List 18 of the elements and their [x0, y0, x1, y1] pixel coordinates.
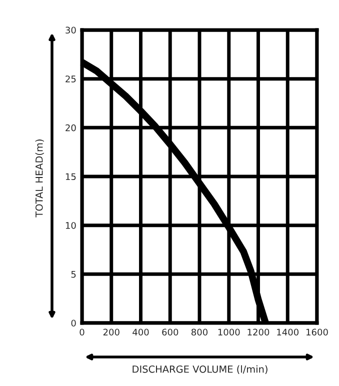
y-axis-title: TOTAL HEAD(m)	[35, 140, 44, 218]
x-axis-title: DISCHARGE VOLUME (l/min)	[132, 365, 268, 374]
y-tick-label: 5	[71, 271, 76, 278]
x-tick-label: 400	[132, 328, 149, 336]
x-tick-label: 800	[191, 328, 208, 336]
x-tick-label: 1400	[277, 328, 299, 336]
x-tick-label: 1600	[306, 328, 328, 336]
x-tick-label: 200	[103, 328, 120, 336]
x-tick-label: 0	[80, 328, 84, 336]
x-tick-label: 1200	[248, 328, 270, 336]
y-tick-label: 10	[66, 222, 76, 229]
y-tick-label: 15	[66, 173, 76, 180]
x-tick-label: 1000	[218, 328, 240, 336]
y-tick-label: 25	[66, 76, 76, 82]
y-tick-label: 0	[71, 320, 76, 327]
y-tick-label: 20	[66, 124, 76, 132]
x-tick-label: 600	[162, 328, 178, 336]
y-tick-label: 30	[66, 26, 76, 34]
